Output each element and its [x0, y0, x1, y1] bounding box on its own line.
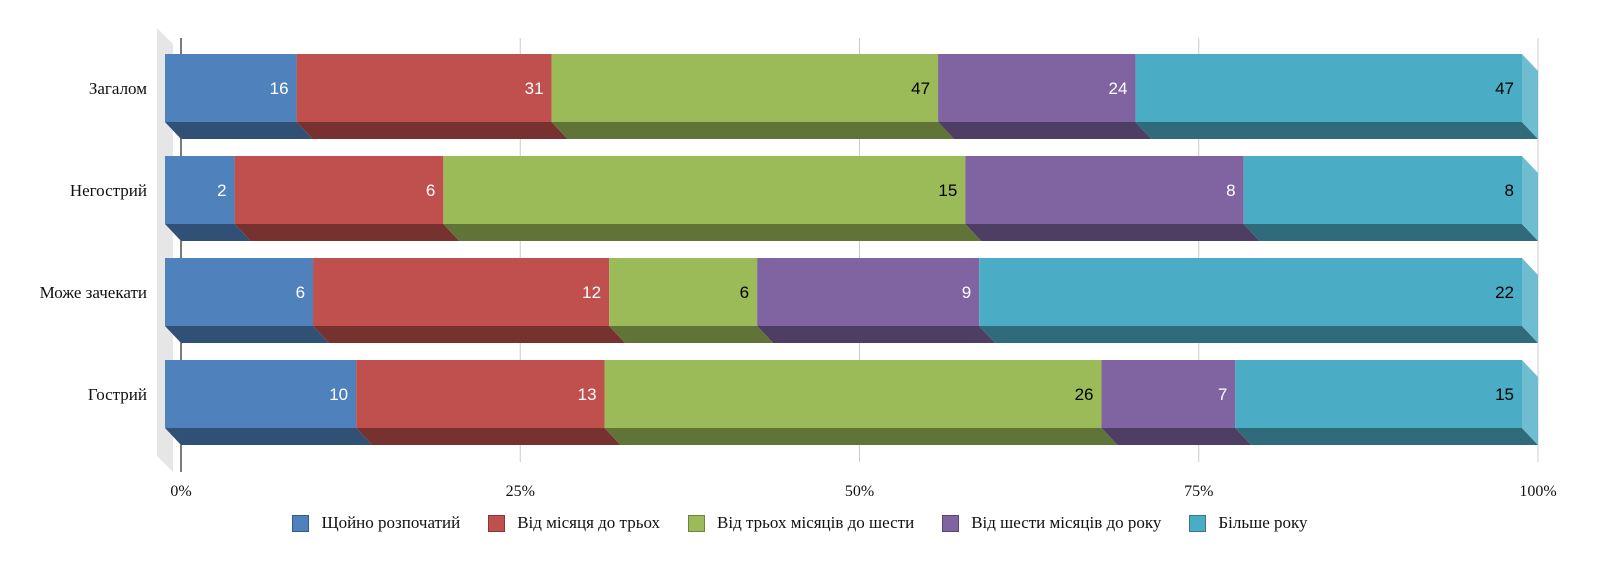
legend: Щойно розпочатий Від місяця до трьох Від т…: [0, 513, 1600, 533]
legend-swatch: [292, 514, 310, 532]
data-label: 9: [962, 283, 971, 302]
bar-segment: [757, 258, 980, 326]
bar-segment: [1101, 360, 1236, 428]
bar-depth-face: [165, 428, 373, 445]
bar-row: 10 13 26 7 15: [165, 360, 1538, 445]
bar-depth-face: [938, 122, 1152, 139]
data-label: 31: [525, 79, 544, 98]
data-label: 47: [911, 79, 930, 98]
x-tick-label: 50%: [845, 483, 874, 500]
bar-depth-face: [313, 326, 626, 343]
bar-depth-face: [1235, 428, 1538, 445]
legend-item: Від трьох місяців до шести: [688, 513, 914, 533]
data-label: 24: [1109, 79, 1128, 98]
legend-item: Від місяця до трьох: [488, 513, 660, 533]
legend-item: Щойно розпочатий: [292, 513, 460, 533]
bar-segment: [965, 156, 1244, 224]
data-label: 26: [1075, 385, 1094, 404]
data-label: 47: [1495, 79, 1514, 98]
bar-segment: [979, 258, 1522, 326]
bar-depth-face: [1101, 428, 1252, 445]
bar-segment: [1135, 54, 1522, 122]
bar-depth-face: [234, 224, 460, 241]
bar-segment: [938, 54, 1136, 122]
bar-segment: [165, 360, 357, 428]
x-tick-label: 100%: [1519, 483, 1556, 500]
x-tick-label: 0%: [170, 483, 191, 500]
bar-segment: [609, 258, 758, 326]
bar-segment: [313, 258, 610, 326]
bar-depth-face: [165, 326, 330, 343]
bar-end-face: [1522, 360, 1538, 445]
bar-segment: [604, 360, 1102, 428]
data-label: 10: [329, 385, 348, 404]
data-label: 6: [426, 181, 435, 200]
bar-end-face: [1522, 258, 1538, 343]
data-label: 6: [296, 283, 305, 302]
legend-label: Більше року: [1218, 513, 1308, 532]
legend-item: Від шести місяців до року: [942, 513, 1161, 533]
bar-depth-face: [965, 224, 1260, 241]
bar-segment: [165, 156, 235, 224]
data-label: 15: [938, 181, 957, 200]
bar-depth-face: [979, 326, 1538, 343]
data-label: 8: [1226, 181, 1235, 200]
bar-row: 2 6 15 8 8: [165, 156, 1538, 241]
bar-segment: [234, 156, 444, 224]
legend-label: Від місяця до трьох: [517, 513, 661, 532]
bar-segment: [1243, 156, 1522, 224]
category-label: Негострий: [70, 181, 147, 200]
bar-depth-face: [296, 122, 568, 139]
bar-segment: [1235, 360, 1522, 428]
bar-depth-face: [1243, 224, 1538, 241]
data-label: 12: [582, 283, 601, 302]
data-label: 22: [1495, 283, 1514, 302]
legend-swatch: [688, 514, 706, 532]
bar-depth-face: [165, 122, 313, 139]
bar-segment: [296, 54, 552, 122]
data-label: 6: [740, 283, 749, 302]
bar-segment: [443, 156, 966, 224]
bar-row: 16 31 47 24 47: [165, 54, 1538, 139]
x-tick-label: 75%: [1184, 483, 1213, 500]
bar-end-face: [1522, 156, 1538, 241]
legend-label: Щойно розпочатий: [321, 513, 461, 532]
bar-depth-face: [356, 428, 621, 445]
legend-swatch: [488, 514, 506, 532]
bar-segment: [551, 54, 939, 122]
bar-row: 6 12 6 9 22: [165, 258, 1538, 343]
bar-segment: [165, 258, 314, 326]
bar-segment: [356, 360, 605, 428]
legend-swatch: [942, 514, 960, 532]
bar-depth-face: [443, 224, 982, 241]
x-tick-label: 25%: [506, 483, 535, 500]
data-label: 7: [1218, 385, 1227, 404]
legend-label: Від шести місяців до року: [971, 513, 1162, 532]
bar-depth-face: [165, 224, 251, 241]
bar-depth-face: [1135, 122, 1538, 139]
category-label: Може зачекати: [40, 283, 147, 302]
data-label: 16: [270, 79, 289, 98]
legend-item: Більше року: [1189, 513, 1308, 533]
data-label: 13: [578, 385, 597, 404]
legend-swatch: [1189, 514, 1207, 532]
category-label: Загалом: [89, 79, 147, 98]
bar-end-face: [1522, 54, 1538, 139]
legend-label: Від трьох місяців до шести: [717, 513, 915, 532]
bar-depth-face: [551, 122, 955, 139]
bar-depth-face: [604, 428, 1118, 445]
data-label: 8: [1505, 181, 1514, 200]
bar-depth-face: [609, 326, 774, 343]
data-label: 15: [1495, 385, 1514, 404]
bar-depth-face: [757, 326, 996, 343]
category-label: Гострий: [88, 385, 147, 404]
data-label: 2: [217, 181, 226, 200]
bar-segment: [165, 54, 297, 122]
